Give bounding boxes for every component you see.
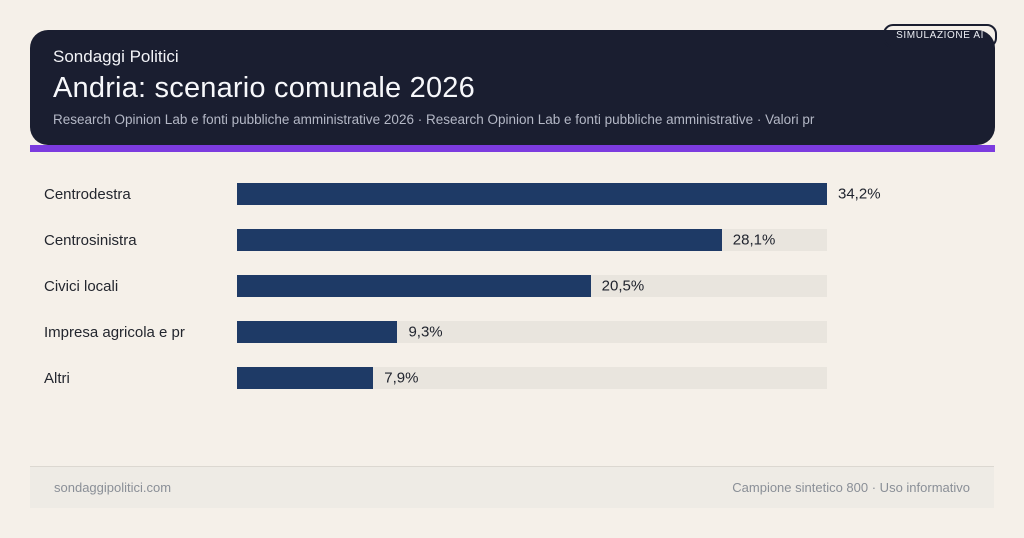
brand-name: Sondaggi Politici <box>53 47 179 66</box>
accent-strip <box>30 145 995 152</box>
bar-track: 7,9% <box>237 367 827 389</box>
category-label: Civici locali <box>44 277 119 295</box>
chart-row: Impresa agricola e pr 9,3% <box>44 309 980 355</box>
value-label: 20,5% <box>601 277 645 295</box>
value-label: 9,3% <box>408 323 443 341</box>
bar <box>237 367 374 389</box>
bar <box>237 321 398 343</box>
value-label: 34,2% <box>838 185 881 203</box>
bar-track: 34,2% <box>237 183 881 205</box>
page-title: Andria: scenario comunale 2026 <box>53 72 475 104</box>
value-label: 28,1% <box>732 231 776 249</box>
bar <box>237 275 591 297</box>
footer-bar: sondaggipolitici.com Campione sintetico … <box>30 466 994 508</box>
bar <box>237 229 722 251</box>
bar-chart: Centrodestra 34,2% Centrosinistra 28,1% Civi… <box>44 171 980 401</box>
footer-sample-info: Campione sintetico 800 · Uso informativo <box>732 480 970 495</box>
bar-track: 20,5% <box>237 275 827 297</box>
value-label: 7,9% <box>384 369 419 387</box>
chart-row: Altri 7,9% <box>44 355 980 401</box>
chart-row: Centrosinistra 28,1% <box>44 217 980 263</box>
simulation-badge: SIMULAZIONE AI <box>883 24 997 48</box>
header-card: Sondaggi Politici Andria: scenario comun… <box>30 30 995 145</box>
category-label: Centrosinistra <box>44 231 137 249</box>
category-label: Centrodestra <box>44 185 131 203</box>
chart-row: Civici locali 20,5% <box>44 263 980 309</box>
footer-source-link[interactable]: sondaggipolitici.com <box>54 480 172 495</box>
bar-track: 9,3% <box>237 321 827 343</box>
bar-track: 28,1% <box>237 229 827 251</box>
chart-row: Centrodestra 34,2% <box>44 171 980 217</box>
category-label: Altri <box>44 369 70 387</box>
bar <box>237 183 827 205</box>
page-subtitle: Research Opinion Lab e fonti pubbliche a… <box>53 112 815 127</box>
category-label: Impresa agricola e pr <box>44 323 185 341</box>
